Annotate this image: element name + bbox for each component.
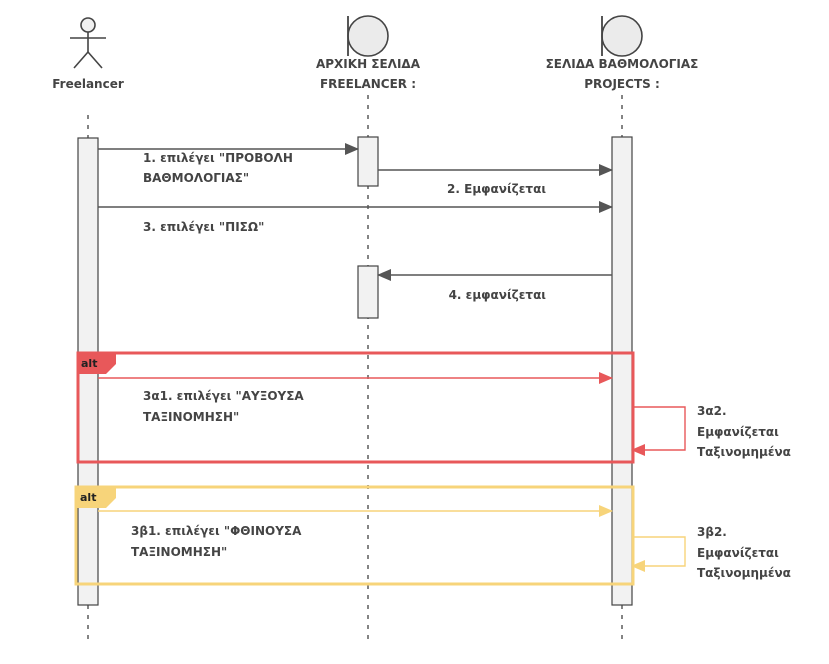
participant-rating-label-line2: PROJECTS : (584, 77, 660, 91)
participant-freelancer-label: Freelancer (52, 77, 124, 91)
message-3a1-label-line1: 3α1. επιλέγει "ΑΥΞΟΥΣΑ (143, 389, 304, 403)
participant-home-label-line1: ΑΡΧΙΚΗ ΣΕΛΙΔΑ (316, 57, 421, 71)
self-message-3a2-line2: Εμφανίζεται (697, 425, 779, 439)
message-3-label: 3. επιλέγει "ΠΙΣΩ" (143, 220, 264, 234)
activation-home-2 (357, 265, 379, 319)
message-2-label: 2. Εμφανίζεται (447, 182, 546, 196)
boundary-icon (347, 15, 389, 57)
self-message-3a2-line1: 3α2. (697, 404, 727, 418)
self-message-3b2-line1: 3β2. (697, 525, 727, 539)
alt-fragment-yellow-tag (76, 487, 116, 508)
alt-fragment-yellow (74, 485, 635, 586)
boundary-icon (601, 15, 643, 57)
message-1-label-line1: 1. επιλέγει "ΠΡΟΒΟΛΗ (143, 151, 293, 165)
self-message-3b2-arrow (631, 536, 686, 572)
activation-home-1 (357, 136, 379, 187)
participant-rating-label-line1: ΣΕΛΙΔΑ ΒΑΘΜΟΛΟΓΙΑΣ (546, 57, 699, 71)
self-message-3b2-line2: Εμφανίζεται (697, 546, 779, 560)
alt-fragment-red-tag-label: alt (81, 357, 97, 370)
self-message-3a2-line3: Ταξινομημένα (697, 445, 791, 459)
self-message-3a2-arrow (631, 406, 686, 456)
alt-fragment-red-tag (78, 353, 116, 374)
activation-rating (611, 136, 633, 606)
self-message-3b2-line3: Ταξινομημένα (697, 566, 791, 580)
message-3b1-label-line1: 3β1. επιλέγει "ΦΘΙΝΟΥΣΑ (131, 524, 302, 538)
actor-icon (70, 17, 106, 69)
message-3a1-label-line2: ΤΑΞΙΝΟΜΗΣΗ" (143, 410, 239, 424)
message-4-label: 4. εμφανίζεται (449, 288, 547, 302)
message-3b1-label-line2: ΤΑΞΙΝΟΜΗΣΗ" (131, 545, 227, 559)
participant-home-label-line2: FREELANCER : (320, 77, 416, 91)
message-1-label-line2: ΒΑΘΜΟΛΟΓΙΑΣ" (143, 171, 249, 185)
alt-fragment-red (76, 351, 635, 464)
alt-fragment-yellow-tag-label: alt (80, 491, 96, 504)
